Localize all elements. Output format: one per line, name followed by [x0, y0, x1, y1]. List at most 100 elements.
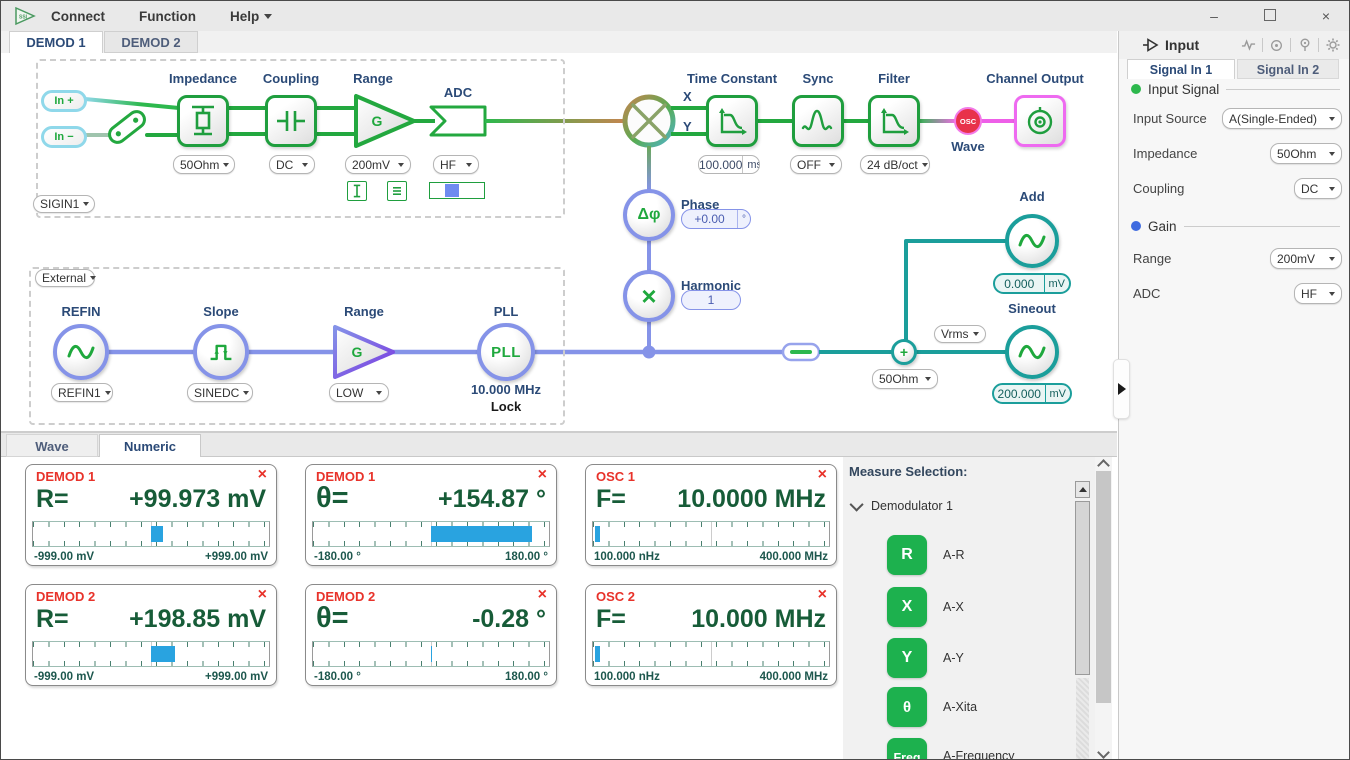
ref-range-dropdown[interactable]: LOW	[329, 383, 389, 402]
close-icon[interactable]: ×	[257, 466, 267, 483]
measure-list-scrollbar[interactable]	[1075, 481, 1090, 759]
meter-max: 400.000 MHz	[759, 671, 828, 683]
panel-scrollbar[interactable]	[1095, 457, 1112, 759]
slope-dropdown[interactable]: SINEDC	[187, 383, 253, 402]
pll-node[interactable]: PLL	[477, 323, 535, 381]
adc-dropdown[interactable]: HF	[433, 155, 479, 174]
output-circle-icon[interactable]	[1268, 37, 1285, 53]
scrollbar-thumb[interactable]	[1096, 471, 1111, 703]
tab-numeric[interactable]: Numeric	[99, 434, 201, 457]
chevron-down-icon	[1329, 116, 1335, 121]
measure-group-demodulator1[interactable]: Demodulator 1	[849, 497, 953, 513]
output-impedance-dropdown[interactable]: 50Ohm	[872, 369, 938, 389]
tab-signal-in-2[interactable]: Signal In 2	[1237, 59, 1339, 79]
numeric-panel-demod1-theta: DEMOD 1 × θ= +154.87 ° -180.00 ° 180.00 …	[305, 464, 557, 566]
sineout-node[interactable]	[1005, 325, 1059, 379]
sidebar-coupling-dropdown[interactable]: DC	[1294, 178, 1342, 199]
tab-demod-2[interactable]: DEMOD 2	[104, 31, 198, 53]
slope-node[interactable]	[193, 324, 249, 380]
scrollbar-track[interactable]	[1076, 678, 1089, 759]
harmonic-node[interactable]: ×	[623, 270, 675, 322]
sync-block[interactable]	[792, 95, 844, 147]
mixer-y-label: Y	[683, 119, 692, 134]
close-button[interactable]: ×	[1321, 8, 1331, 24]
channel-output-block[interactable]	[1014, 95, 1066, 147]
pll-frequency: 10.000 MHz	[470, 382, 542, 397]
refin-node[interactable]	[53, 324, 109, 380]
plus-icon: +	[899, 344, 909, 360]
level-meter	[312, 641, 550, 667]
measure-tile-freq[interactable]: Freq	[887, 738, 927, 759]
filter-slope-dropdown[interactable]: 24 dB/oct	[860, 155, 930, 174]
vrms-dropdown[interactable]: Vrms	[934, 325, 986, 343]
demod-tabstrip: DEMOD 1 DEMOD 2	[1, 31, 1117, 54]
input-source-dropdown[interactable]: A(Single-Ended)	[1222, 108, 1342, 129]
blue-dot-icon	[1131, 221, 1141, 231]
coupling-block[interactable]	[265, 95, 317, 147]
close-icon[interactable]: ×	[817, 466, 827, 483]
chevron-down-icon[interactable]	[1097, 746, 1110, 759]
chevron-down-icon	[376, 390, 382, 395]
osc-badge[interactable]: OSC	[954, 107, 982, 135]
green-dot-icon	[1131, 84, 1141, 94]
impedance-dropdown[interactable]: 50Ohm	[173, 155, 235, 174]
scrollbar-thumb[interactable]	[1075, 501, 1090, 675]
gear-icon[interactable]	[1324, 37, 1341, 53]
chevron-up-icon[interactable]	[1097, 459, 1110, 472]
coupling-dropdown[interactable]: DC	[269, 155, 315, 174]
refin-dropdown[interactable]: REFIN1	[51, 383, 113, 402]
phase-node[interactable]: Δφ	[623, 189, 675, 241]
menu-function[interactable]: Function	[139, 8, 196, 24]
time-constant-block[interactable]	[706, 95, 758, 147]
autorange-button[interactable]	[347, 181, 367, 201]
sineout-amplitude-field[interactable]: 200.000 mV	[992, 383, 1072, 404]
harmonic-field[interactable]: 1	[681, 290, 741, 310]
meter-max: +999.00 mV	[205, 671, 268, 683]
add-amplitude-field[interactable]: 0.000 mV	[993, 273, 1071, 294]
measure-tile-x[interactable]: X	[887, 587, 927, 627]
in-minus-port[interactable]: In −	[41, 126, 87, 148]
tab-signal-in-1[interactable]: Signal In 1	[1127, 59, 1235, 79]
close-icon[interactable]: ×	[537, 466, 547, 483]
in-plus-port[interactable]: In +	[41, 90, 87, 112]
maximize-button[interactable]	[1261, 1, 1279, 31]
phase-field[interactable]: +0.00 °	[681, 209, 751, 229]
tab-wave[interactable]: Wave	[6, 434, 98, 457]
divider	[1290, 38, 1291, 52]
measure-tile-y[interactable]: Y	[887, 638, 927, 678]
time-constant-field[interactable]: 100.000 ms	[698, 155, 760, 174]
measure-label-r: A-R	[943, 548, 965, 562]
sidebar-collapse-handle[interactable]	[1113, 359, 1130, 419]
meter-bar	[594, 646, 601, 662]
list-icon	[393, 187, 401, 195]
menu-help[interactable]: Help	[230, 9, 273, 24]
waveform-icon[interactable]	[1240, 37, 1257, 53]
sync-dropdown[interactable]: OFF	[790, 155, 842, 174]
menu-connect[interactable]: Connect	[51, 8, 105, 24]
close-icon[interactable]: ×	[817, 586, 827, 603]
chevron-down-icon	[849, 497, 864, 512]
tab-demod-1[interactable]: DEMOD 1	[9, 31, 103, 53]
numeric-panel-demod1-r: DEMOD 1 × R= +99.973 mV -999.00 mV +999.…	[25, 464, 277, 566]
sum-node[interactable]: +	[891, 339, 917, 365]
scroll-up-button[interactable]	[1075, 481, 1090, 498]
close-icon[interactable]: ×	[537, 586, 547, 603]
measure-tile-theta[interactable]: θ	[887, 687, 927, 727]
measure-tile-r[interactable]: R	[887, 535, 927, 575]
signal-source-dropdown[interactable]: SIGIN1	[33, 195, 95, 213]
oscillator-icon[interactable]	[1296, 37, 1313, 53]
add-node[interactable]	[1005, 214, 1059, 268]
filter-block[interactable]	[868, 95, 920, 147]
close-icon[interactable]: ×	[257, 586, 267, 603]
sidebar-impedance-dropdown[interactable]: 50Ohm	[1270, 143, 1342, 164]
sidebar-adc-dropdown[interactable]: HF	[1294, 283, 1342, 304]
minimize-button[interactable]: –	[1210, 8, 1218, 24]
adc-shape	[429, 105, 487, 137]
row-impedance: Impedance 50Ohm	[1133, 143, 1342, 165]
range-dropdown[interactable]: 200mV	[345, 155, 411, 174]
sidebar-range-dropdown[interactable]: 200mV	[1270, 248, 1342, 269]
range-list-button[interactable]	[387, 181, 407, 201]
resistor-icon	[192, 105, 214, 136]
reference-source-dropdown[interactable]: External	[35, 269, 97, 287]
impedance-block[interactable]	[177, 95, 229, 147]
